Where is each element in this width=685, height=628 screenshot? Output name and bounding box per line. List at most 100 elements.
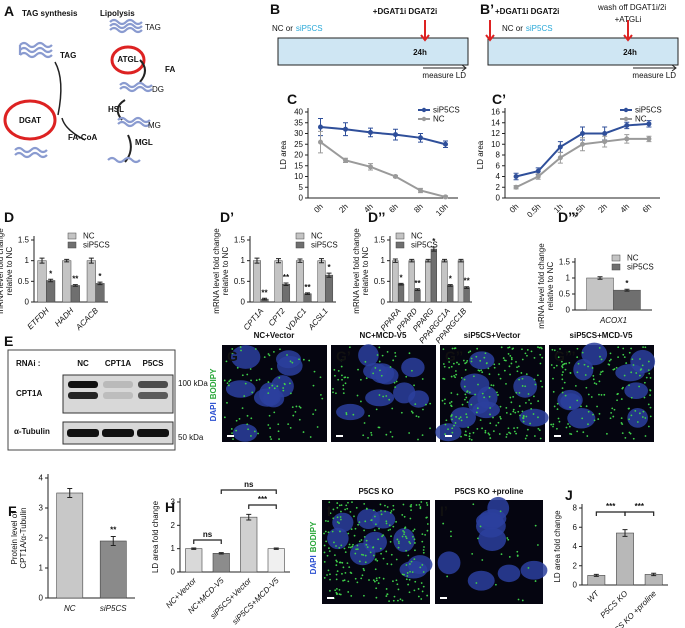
nucleus	[475, 514, 506, 538]
lipid-droplet	[550, 364, 553, 366]
error-bar	[305, 292, 311, 296]
nucleus	[332, 512, 354, 533]
bar	[392, 260, 399, 303]
lipid-droplet	[336, 516, 339, 519]
lipid-droplet	[617, 346, 620, 349]
mw-marker: 100 kDa	[178, 379, 208, 388]
y-tick-label: 0	[39, 594, 44, 603]
lipid-droplet	[451, 427, 454, 430]
enzyme-label: MGL	[135, 138, 153, 147]
lipid-droplet	[335, 578, 338, 581]
lipid-droplet	[419, 506, 422, 508]
y-tick-label: 0	[566, 306, 571, 315]
lipid-droplet	[372, 546, 374, 549]
lipid-droplet	[628, 384, 630, 387]
data-point	[318, 139, 323, 145]
lipid-droplet	[331, 530, 334, 533]
lipid-droplet	[223, 416, 226, 419]
lipid-chain	[19, 46, 53, 54]
reaction-arrow	[61, 117, 86, 141]
lipid-droplet	[510, 401, 513, 404]
lipid-droplet	[449, 402, 451, 404]
data-point	[513, 184, 519, 190]
panel-label: F	[8, 503, 17, 519]
lipid-droplet	[516, 555, 519, 557]
lipid-droplet	[468, 391, 471, 394]
nucleus	[573, 358, 594, 381]
lipid-droplet	[340, 365, 343, 368]
lipid-droplet	[453, 424, 455, 427]
lipid-droplet	[403, 515, 406, 518]
lipid-droplet	[507, 353, 510, 355]
lipid-droplet	[363, 594, 365, 597]
lipid-droplet	[463, 378, 466, 381]
lipid-droplet	[407, 583, 410, 586]
lipid-droplet	[609, 352, 612, 355]
lipid-droplet	[405, 564, 408, 566]
y-tick-label: 6	[573, 523, 578, 532]
lipid-droplet	[390, 563, 393, 566]
lipid-droplet	[425, 403, 427, 406]
lipid-droplet	[363, 569, 366, 572]
lipid-droplet	[632, 437, 635, 440]
y-tick-label: 0	[573, 581, 578, 590]
lipid-droplet	[569, 432, 571, 435]
lipid-droplet	[518, 405, 521, 407]
error-bar	[593, 573, 599, 577]
lipid-droplet	[484, 429, 487, 432]
lipid-droplet	[474, 393, 477, 396]
lipid-droplet	[468, 435, 471, 438]
lipid-droplet	[569, 371, 572, 374]
lipid-droplet	[344, 382, 347, 385]
lipid-droplet	[421, 434, 424, 437]
lipid-droplet	[466, 401, 469, 404]
lipid-droplet	[408, 432, 411, 434]
lipid-droplet	[488, 395, 491, 398]
lipid-droplet	[599, 373, 602, 376]
bar	[95, 283, 105, 303]
lipid-droplet	[375, 579, 378, 582]
lipid-droplet	[360, 577, 363, 580]
lipid-droplet	[481, 559, 484, 561]
lipid-droplet	[498, 363, 501, 365]
significance: *	[98, 272, 102, 281]
lipid-droplet	[327, 569, 330, 572]
reaction-arrow	[124, 134, 132, 163]
lipid-droplet	[335, 564, 338, 567]
nucleus	[327, 527, 349, 550]
lipid-droplet	[456, 361, 458, 364]
lipid-droplet	[349, 546, 352, 549]
significance: *	[327, 263, 331, 272]
lipid-droplet	[512, 410, 515, 413]
panel-label: H	[165, 499, 175, 515]
lipid-droplet	[551, 348, 554, 351]
lipid-droplet	[413, 589, 416, 592]
lipid-droplet	[620, 417, 623, 420]
lipid-droplet	[403, 531, 406, 534]
lipid-droplet	[644, 417, 647, 419]
lipid-droplet	[337, 378, 340, 381]
y-axis-label: LD area fold change	[553, 510, 562, 583]
lipid-droplet	[616, 399, 618, 402]
y-axis-label: mRNA level fold change	[352, 228, 361, 314]
error-bar	[392, 258, 398, 263]
lipid-droplet	[335, 392, 337, 395]
error-bar	[64, 258, 70, 263]
lipid-droplet	[395, 579, 398, 582]
lipid-label: TAG	[60, 51, 76, 60]
error-bar	[597, 276, 603, 280]
duration: 24h	[623, 48, 637, 57]
lipid-droplet	[422, 571, 425, 573]
error-bar	[622, 529, 628, 537]
lipid-droplet	[351, 545, 354, 548]
lipid-droplet	[456, 393, 459, 396]
lipid-droplet	[516, 426, 519, 429]
lipid-droplet	[396, 538, 399, 541]
data-point	[624, 136, 630, 142]
lipid-droplet	[406, 572, 409, 574]
lipid-droplet	[393, 381, 396, 384]
bar	[430, 248, 437, 303]
significance: *	[400, 273, 404, 282]
lipid-droplet	[499, 405, 502, 408]
lipid-droplet	[363, 529, 366, 532]
